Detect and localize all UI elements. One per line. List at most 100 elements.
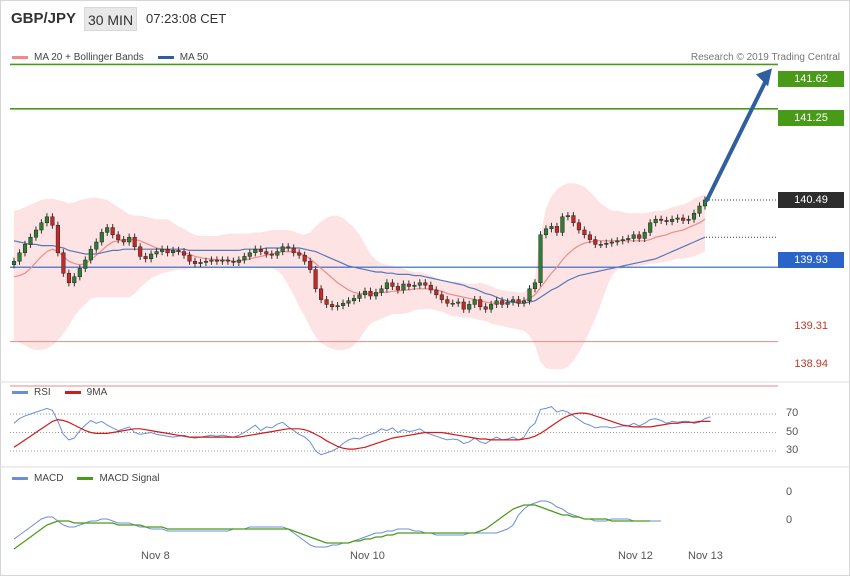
rsi-tick-70: 70	[786, 407, 799, 419]
candle-body	[659, 218, 664, 221]
currency-pair: GBP/JPY	[11, 10, 77, 27]
candle-body	[335, 305, 340, 308]
candle-body	[450, 302, 455, 305]
candle-body	[94, 241, 99, 250]
candle-body	[132, 236, 137, 248]
candle-body	[521, 300, 527, 304]
candle-body	[341, 302, 346, 306]
candle-body	[412, 284, 417, 287]
candle-body	[50, 216, 55, 226]
macd-line	[13, 500, 662, 548]
candle-body	[77, 268, 82, 278]
rsi-swatch	[12, 391, 28, 394]
candle-body	[653, 218, 658, 224]
candle-body	[187, 254, 192, 262]
macd-signal-legend-label: MACD Signal	[99, 473, 160, 484]
candle-body	[472, 299, 477, 305]
candle-body	[116, 234, 121, 240]
rsi-tick-30: 30	[786, 444, 799, 456]
candle-body	[434, 289, 439, 296]
candle-body	[494, 300, 499, 305]
candle-body	[505, 301, 510, 305]
rsi-legend-label: RSI	[34, 387, 51, 398]
candle-body	[297, 252, 302, 256]
candle-body	[176, 250, 181, 252]
candle-body	[565, 215, 570, 218]
candle-body	[428, 284, 433, 291]
candle-body	[384, 282, 389, 290]
candle-body	[373, 292, 379, 297]
candle-body	[560, 216, 565, 233]
x-label-nov10: Nov 10	[350, 550, 385, 562]
bollinger-band-area	[14, 183, 705, 370]
rsi-line	[13, 406, 711, 456]
candle-body	[275, 251, 280, 256]
timeframe-badge[interactable]: 30 MIN	[84, 7, 137, 31]
candle-body	[236, 259, 241, 263]
candle-body	[467, 304, 472, 310]
candle-body	[461, 301, 466, 310]
candle-body	[17, 252, 22, 262]
rsi-ma-swatch	[64, 391, 81, 394]
candle-body	[280, 246, 285, 252]
candle-body	[143, 256, 148, 260]
ma20-legend-label: MA 20 + Bollinger Bands	[34, 52, 144, 63]
candle-body	[489, 304, 494, 310]
macd-legend: MACD MACD Signal	[12, 473, 173, 484]
candle-body	[269, 253, 274, 256]
candle-body	[604, 242, 609, 245]
candle-body	[247, 252, 252, 257]
candle-body	[313, 269, 318, 290]
candle-body	[543, 228, 549, 236]
macd-tick-lower: 0	[786, 514, 793, 526]
candle-body	[445, 299, 450, 304]
macd-signal-line	[13, 504, 651, 550]
candle-body	[395, 286, 400, 291]
chart-header: GBP/JPY 30 MIN 07:23:08 CET	[0, 0, 850, 36]
candle-body	[587, 234, 592, 240]
candle-body	[99, 232, 104, 243]
candle-body	[121, 239, 126, 243]
candle-body	[500, 300, 505, 305]
timestamp: 07:23:08 CET	[146, 11, 227, 26]
main-legend: MA 20 + Bollinger Bands MA 50	[12, 52, 222, 63]
level-label-s1: 139.31	[794, 320, 828, 332]
candle-body	[346, 300, 351, 304]
candle-body	[105, 227, 110, 233]
candle-body	[582, 229, 587, 236]
level-label-r1: 141.25	[778, 110, 844, 126]
macd-signal-swatch	[77, 477, 94, 480]
candle-body	[44, 216, 49, 224]
candle-body	[264, 251, 269, 255]
candle-body	[253, 248, 258, 254]
candle-body	[642, 232, 647, 239]
x-label-nov8: Nov 8	[141, 550, 170, 562]
candle-body	[406, 283, 411, 287]
candle-body	[532, 282, 538, 290]
candle-body	[308, 260, 313, 270]
candle-body	[368, 290, 373, 297]
candle-body	[61, 252, 66, 274]
candle-body	[291, 247, 296, 254]
candle-body	[357, 294, 362, 299]
candle-body	[181, 251, 187, 256]
forecast-arrow-head	[756, 68, 772, 87]
candle-body	[33, 229, 39, 238]
candle-body	[258, 248, 263, 252]
candle-body	[401, 283, 406, 291]
candle-body	[214, 259, 219, 262]
candle-body	[110, 227, 115, 236]
candle-body	[620, 239, 625, 242]
level-label-pivot: 139.93	[778, 252, 844, 268]
macd-tick-upper: 0	[786, 486, 793, 498]
candle-body	[379, 288, 384, 293]
candle-body	[231, 260, 236, 263]
candle-body	[154, 251, 159, 255]
level-label-r2: 141.62	[778, 71, 844, 87]
candle-body	[149, 253, 154, 260]
candle-body	[11, 260, 17, 266]
candle-body	[691, 212, 697, 220]
candle-body	[319, 288, 324, 300]
candle-body	[439, 294, 444, 300]
